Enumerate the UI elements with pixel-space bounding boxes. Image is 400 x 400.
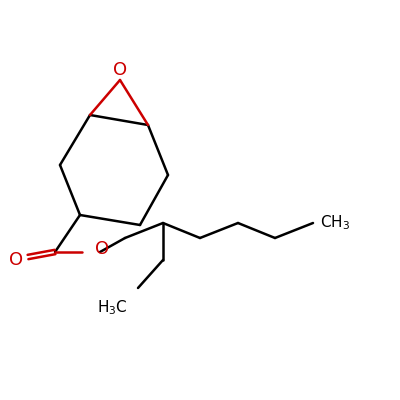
Text: H$_3$C: H$_3$C: [97, 299, 128, 317]
Text: O: O: [113, 61, 127, 79]
Text: O: O: [9, 251, 23, 269]
Text: CH$_3$: CH$_3$: [320, 214, 350, 232]
Text: O: O: [95, 240, 109, 258]
